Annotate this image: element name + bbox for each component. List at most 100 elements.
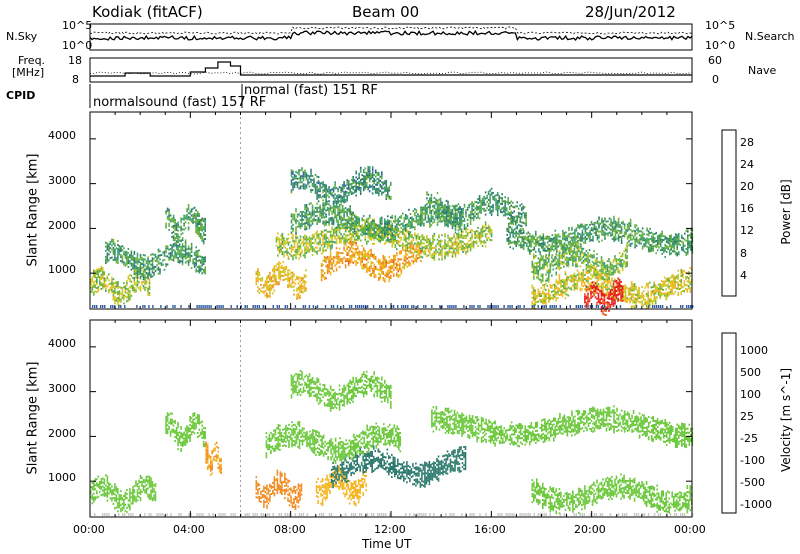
power-cell <box>133 271 136 274</box>
power-cell <box>607 232 609 235</box>
power-cell <box>394 244 397 246</box>
power-cell <box>304 216 306 219</box>
power-cell <box>340 197 342 200</box>
power-cell <box>192 217 194 220</box>
power-cell <box>183 224 185 227</box>
power-cell <box>293 176 296 178</box>
power-cell <box>142 274 145 277</box>
power-cell <box>432 201 434 204</box>
power-cell <box>278 267 280 270</box>
power-cell <box>323 206 326 209</box>
power-cell <box>346 226 348 229</box>
power-cell <box>281 243 284 245</box>
power-cell <box>391 232 394 235</box>
power-cell <box>344 236 347 239</box>
power-cell <box>376 187 379 190</box>
power-cell <box>644 238 647 241</box>
power-cell <box>559 241 561 244</box>
power-cell <box>373 267 375 270</box>
power-cell <box>484 191 487 194</box>
power-cell <box>560 239 563 242</box>
power-cell <box>635 232 638 235</box>
power-cell <box>350 244 353 247</box>
power-cell <box>643 245 645 248</box>
power-cell <box>269 283 271 286</box>
power-cell <box>684 250 686 253</box>
power-cell <box>133 261 136 263</box>
power-cell <box>371 233 374 236</box>
power-cell <box>370 226 372 229</box>
power-cell <box>527 239 530 242</box>
power-cell <box>580 223 582 226</box>
power-cell <box>361 265 363 268</box>
power-cell <box>409 252 412 255</box>
power-cell <box>338 209 341 212</box>
power-cell <box>580 233 582 236</box>
power-cell <box>662 247 665 250</box>
power-cell <box>266 284 268 287</box>
power-cell <box>317 200 320 203</box>
power-cell <box>412 254 415 257</box>
power-cell <box>659 245 662 248</box>
power-cell <box>350 182 353 185</box>
power-cell <box>102 287 104 290</box>
power-cell <box>115 281 118 284</box>
power-cell <box>390 274 392 277</box>
power-cell <box>577 236 579 239</box>
power-cell <box>323 193 326 196</box>
power-cell <box>376 230 379 233</box>
power-cell <box>320 244 323 247</box>
power-cell <box>373 232 375 235</box>
power-cell <box>460 224 463 227</box>
power-cell <box>331 244 333 247</box>
power-cell <box>301 219 303 221</box>
power-cell <box>368 257 371 260</box>
power-cell <box>378 276 380 279</box>
power-cell <box>201 225 203 228</box>
power-cell <box>551 248 554 251</box>
power-cell <box>196 229 199 231</box>
power-cell <box>322 231 324 233</box>
power-cell <box>287 251 290 254</box>
power-cell <box>133 283 136 285</box>
power-cell <box>421 238 424 241</box>
power-cell <box>160 254 163 256</box>
power-cell <box>112 298 115 301</box>
power-cell <box>287 269 289 272</box>
power-cell <box>325 213 327 216</box>
power-cell <box>381 191 383 194</box>
power-cell <box>112 248 115 251</box>
power-cell <box>120 286 122 289</box>
power-cell <box>115 247 118 250</box>
power-cell <box>459 216 461 219</box>
power-cell <box>257 270 259 272</box>
power-cell <box>687 248 689 251</box>
power-cell <box>141 258 143 261</box>
power-cell <box>610 224 612 227</box>
power-cell <box>608 231 611 234</box>
power-cell <box>130 250 133 253</box>
power-cell <box>379 277 382 280</box>
power-cell <box>569 236 572 239</box>
power-cell <box>145 262 148 265</box>
power-cell <box>412 220 415 222</box>
power-cell <box>295 238 297 241</box>
power-cell <box>340 233 342 236</box>
power-cell <box>359 253 362 256</box>
power-cell <box>287 283 289 286</box>
power-cell <box>198 214 200 217</box>
power-cell <box>159 262 161 265</box>
power-cell <box>102 275 104 278</box>
power-cell <box>365 182 368 184</box>
power-cell <box>457 223 460 226</box>
power-cell <box>438 252 440 255</box>
power-cell <box>367 174 369 177</box>
power-cell <box>668 251 671 254</box>
power-cell <box>341 205 344 208</box>
power-cell <box>509 236 511 239</box>
power-cell <box>299 237 302 240</box>
power-cell <box>391 243 394 246</box>
power-cell <box>362 181 365 184</box>
power-cell <box>510 214 512 217</box>
power-cell <box>323 233 326 236</box>
